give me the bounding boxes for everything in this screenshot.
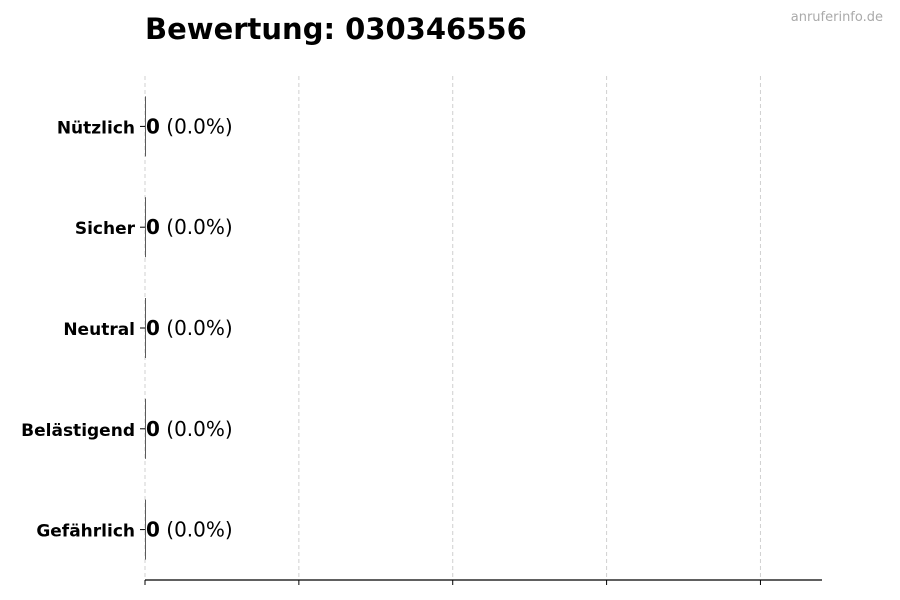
data-label: 0 (0.0%) [146, 518, 233, 542]
y-tick-label: Sicher [75, 219, 136, 239]
data-label-count: 0 [146, 417, 160, 441]
data-label-percent: (0.0%) [160, 316, 233, 340]
y-tick-label: Neutral [63, 320, 135, 340]
data-label: 0 (0.0%) [146, 114, 233, 138]
y-tick-label: Belästigend [21, 421, 135, 441]
data-label-count: 0 [146, 316, 160, 340]
data-label-percent: (0.0%) [160, 215, 233, 239]
data-label-percent: (0.0%) [160, 114, 233, 138]
bar-nützlich [145, 96, 146, 157]
data-label: 0 (0.0%) [146, 215, 233, 239]
data-label-percent: (0.0%) [160, 518, 233, 542]
data-label: 0 (0.0%) [146, 316, 233, 340]
data-label-percent: (0.0%) [160, 417, 233, 441]
bar-neutral [145, 298, 146, 358]
chart-title: Bewertung: 030346556 [145, 12, 527, 46]
y-tick-label: Nützlich [57, 118, 135, 138]
data-label-count: 0 [146, 114, 160, 138]
bar-gefährlich [145, 499, 146, 560]
bar-belästigend [145, 398, 146, 459]
watermark: anruferinfo.de [790, 10, 883, 25]
data-label-count: 0 [146, 215, 160, 239]
y-tick-label: Gefährlich [36, 522, 135, 542]
data-label-count: 0 [146, 518, 160, 542]
data-label: 0 (0.0%) [146, 417, 233, 441]
bar-sicher [145, 197, 146, 258]
